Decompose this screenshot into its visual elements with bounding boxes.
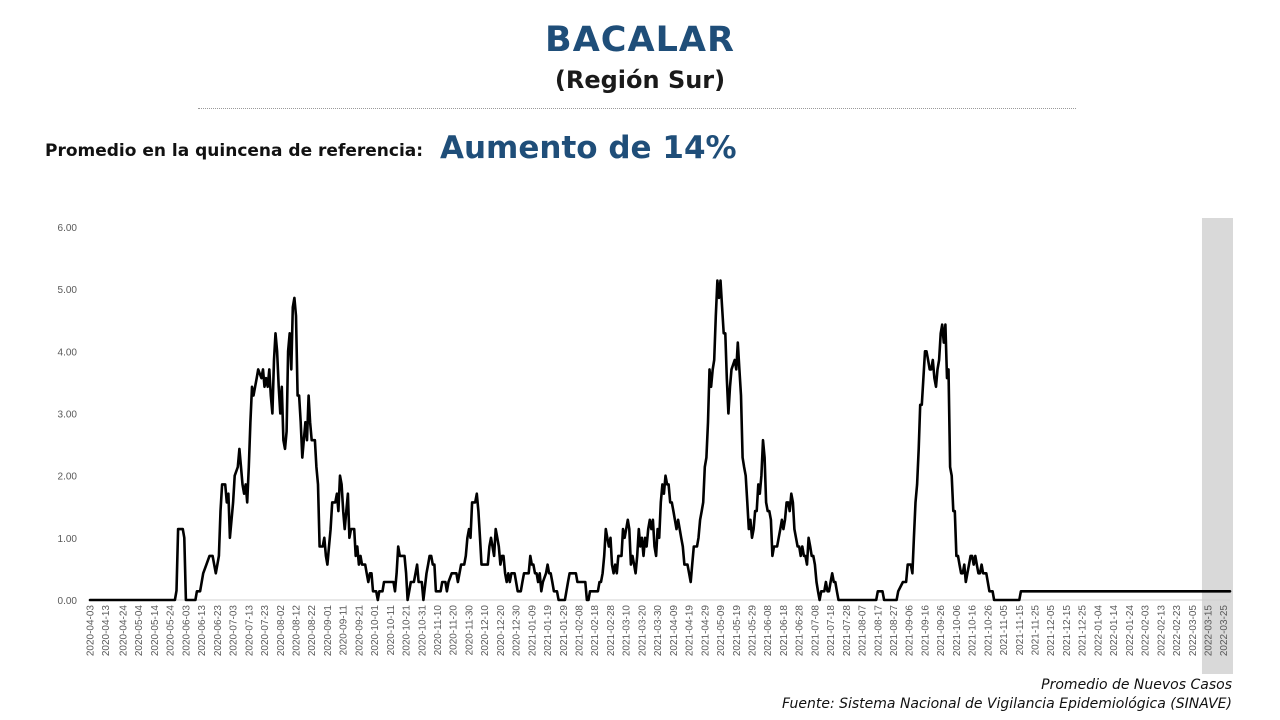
x-tick-label: 2020-05-14 (150, 605, 161, 657)
x-tick-label: 2020-10-31 (417, 605, 428, 657)
x-tick-label: 2021-04-09 (669, 605, 680, 657)
x-tick-label: 2021-01-29 (559, 605, 570, 657)
x-tick-label: 2022-02-13 (1156, 605, 1167, 657)
x-tick-label: 2021-11-15 (1015, 605, 1026, 656)
x-tick-label: 2020-08-22 (307, 605, 318, 657)
x-tick-label: 2021-07-18 (826, 605, 837, 657)
x-tick-label: 2020-12-10 (480, 605, 491, 657)
x-tick-label: 2021-06-18 (779, 605, 790, 657)
shaded-region-group (1201, 218, 1233, 674)
x-tick-label: 2021-12-05 (1046, 605, 1057, 657)
x-tick-label: 2020-05-24 (166, 605, 177, 657)
x-tick-label: 2020-07-23 (260, 605, 271, 657)
x-tick-label: 2020-10-01 (370, 605, 381, 657)
x-axis: 2020-04-03 2020-04-13 2020-04-24 2020-05-04… (86, 599, 1230, 657)
x-tick-label: 2021-08-07 (858, 605, 869, 657)
y-axis: 0.00 1.00 2.00 3.00 4.00 5.00 6.00 (58, 223, 78, 607)
x-tick-label: 2021-10-06 (952, 605, 963, 657)
x-tick-label: 2021-10-16 (968, 605, 979, 657)
x-tick-label: 2021-06-08 (763, 605, 774, 657)
x-tick-label: 2022-03-25 (1219, 605, 1230, 657)
x-tick-label: 2021-05-19 (732, 605, 743, 657)
y-tick-label: 0.00 (58, 596, 78, 607)
y-tick-label: 2.00 (58, 472, 78, 483)
x-tick-label: 2021-10-26 (983, 605, 994, 657)
x-tick-label: 2020-07-03 (229, 605, 240, 657)
x-tick-label: 2021-02-08 (575, 605, 586, 657)
x-tick-label: 2020-07-13 (244, 605, 255, 657)
x-tick-label: 2022-02-03 (1141, 605, 1152, 657)
x-tick-label: 2021-09-06 (905, 605, 916, 657)
x-tick-label: 2021-03-20 (637, 605, 648, 657)
x-tick-label: 2021-03-10 (622, 605, 633, 657)
x-tick-label: 2022-01-04 (1093, 605, 1104, 657)
x-tick-label: 2020-08-12 (291, 605, 302, 657)
x-tick-label: 2021-04-29 (700, 605, 711, 657)
x-tick-label: 2022-02-23 (1172, 605, 1183, 657)
y-tick-label: 6.00 (58, 223, 78, 234)
x-tick-label: 2021-07-28 (842, 605, 853, 657)
x-tick-label: 2021-12-15 (1062, 605, 1073, 657)
x-tick-label: 2020-11-20 (449, 605, 460, 656)
x-tick-label: 2020-04-03 (86, 605, 97, 657)
reference-value: Aumento de 14% (440, 130, 737, 166)
x-tick-label: 2020-12-20 (496, 605, 507, 657)
x-tick-label: 2021-02-28 (606, 605, 617, 657)
x-tick-label: 2020-04-24 (119, 605, 130, 657)
line-chart: 0.001.002.003.004.005.006.00 2020-04-03 2… (58, 218, 1233, 674)
x-tick-label: 2020-06-23 (213, 605, 224, 657)
series-group (88, 279, 1232, 602)
x-tick-label: 2021-01-19 (543, 605, 554, 657)
y-tick-label: 3.00 (58, 410, 78, 421)
x-tick-label: 2020-09-11 (339, 605, 350, 656)
x-tick-label: 2021-09-26 (936, 605, 947, 657)
x-tick-label: 2020-09-01 (323, 605, 334, 657)
x-tick-label: 2020-10-21 (402, 605, 413, 657)
x-tick-label: 2021-03-30 (653, 605, 664, 657)
x-tick-label: 2021-09-16 (920, 605, 931, 657)
x-tick-label: 2021-04-19 (685, 605, 696, 657)
x-tick-label: 2021-11-25 (1031, 605, 1042, 656)
x-tick-label: 2020-10-11 (386, 605, 397, 656)
footer-series-label: Promedio de Nuevos Casos (1041, 677, 1232, 693)
series-line (88, 279, 1232, 602)
x-tick-label: 2020-11-30 (464, 605, 475, 656)
footer-source: Fuente: Sistema Nacional de Vigilancia E… (782, 696, 1232, 712)
shaded-region (1201, 218, 1233, 674)
x-tick-label: 2020-09-21 (354, 605, 365, 657)
x-tick-label: 2020-06-03 (181, 605, 192, 657)
y-tick-label: 4.00 (58, 347, 78, 358)
x-tick-label: 2022-03-15 (1203, 605, 1214, 657)
x-tick-label: 2021-07-08 (810, 605, 821, 657)
x-tick-label: 2021-08-17 (873, 605, 884, 657)
x-tick-label: 2021-05-09 (716, 605, 727, 657)
x-tick-label: 2021-11-05 (999, 605, 1010, 656)
x-tick-label: 2021-12-25 (1078, 605, 1089, 657)
x-tick-label: 2021-02-18 (590, 605, 601, 657)
y-tick-label: 5.00 (58, 285, 78, 296)
x-tick-label: 2020-05-04 (134, 605, 145, 657)
page-subtitle: (Región Sur) (554, 66, 726, 94)
reference-label: Promedio en la quincena de referencia: (45, 141, 424, 161)
x-tick-label: 2021-06-28 (795, 605, 806, 657)
x-tick-label: 2020-12-30 (512, 605, 523, 657)
x-tick-label: 2021-05-29 (747, 605, 758, 657)
page-title: BACALAR (545, 20, 735, 60)
x-tick-label: 2020-06-13 (197, 605, 208, 657)
title-divider (198, 108, 1076, 109)
x-tick-label: 2022-03-05 (1188, 605, 1199, 657)
x-tick-label: 2021-08-27 (889, 605, 900, 657)
x-tick-label: 2022-01-14 (1109, 605, 1120, 657)
y-tick-label: 1.00 (58, 534, 78, 545)
x-tick-label: 2020-04-13 (101, 605, 112, 657)
x-tick-label: 2020-11-10 (433, 605, 444, 656)
x-tick-label: 2020-08-02 (276, 605, 287, 657)
x-tick-label: 2022-01-24 (1125, 605, 1136, 657)
x-tick-label: 2021-01-09 (527, 605, 538, 657)
